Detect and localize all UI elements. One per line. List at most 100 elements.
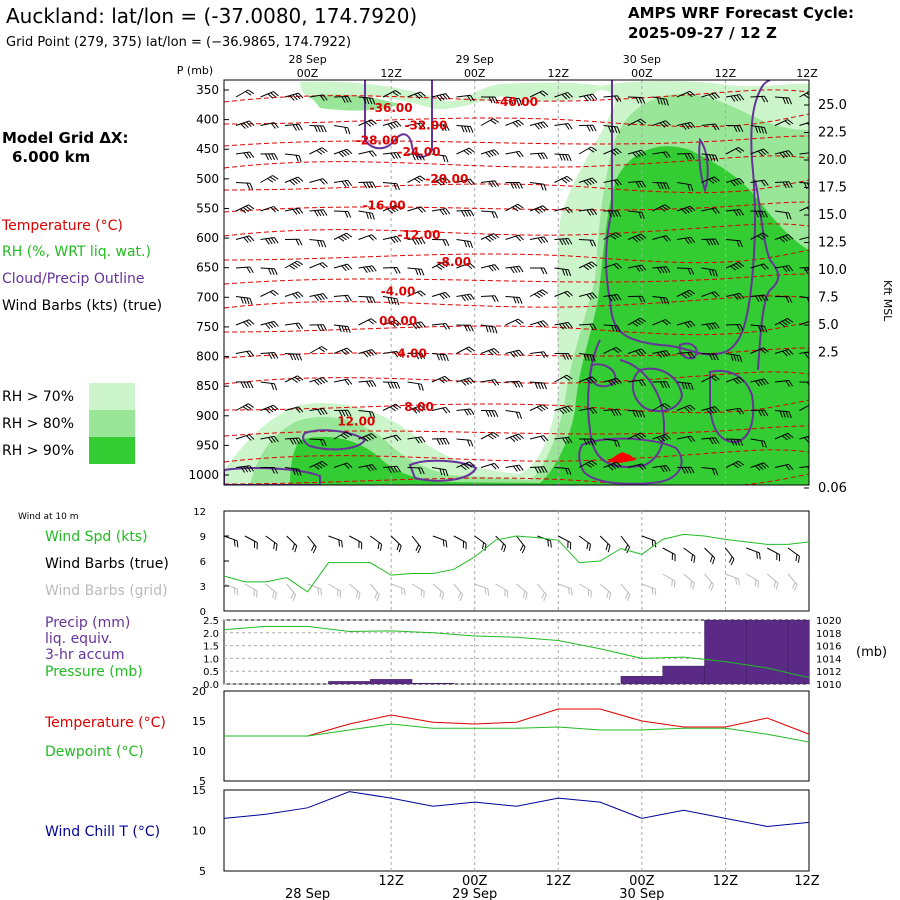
wind-barb [774, 463, 794, 471]
barb-feather [515, 319, 522, 325]
barb-feather [240, 208, 247, 214]
barb-feather [569, 542, 572, 550]
wind-barb [750, 347, 769, 354]
barb-feather [321, 346, 328, 351]
barb-feather [785, 265, 791, 272]
barb-feather [813, 235, 817, 242]
wind-barb [382, 182, 400, 191]
barb-staff [382, 403, 396, 411]
barb-staff [480, 324, 495, 328]
barb-feather [568, 238, 573, 245]
barb-staff [652, 120, 666, 126]
pressure-axis-label: P (mb) [177, 64, 213, 77]
barb-staff [529, 289, 543, 297]
barb-feather [246, 236, 252, 243]
barb-feather [468, 346, 475, 352]
barb-feather [322, 240, 327, 248]
wind-barb [603, 125, 621, 134]
barb-feather [297, 176, 304, 182]
barb-feather [793, 584, 798, 592]
wind-barb [603, 346, 622, 354]
barb-feather [295, 239, 300, 246]
wind-barb [284, 238, 303, 246]
barb-feather [692, 582, 695, 590]
barb-staff [495, 535, 507, 547]
barb-feather [568, 468, 572, 475]
barb-feather [711, 269, 715, 277]
wind-barb [750, 462, 769, 471]
barb-feather [442, 124, 447, 132]
wind-barb [676, 121, 696, 130]
barb-staff [307, 535, 317, 548]
barb-feather [540, 321, 546, 327]
barb-feather [709, 154, 713, 162]
barb-feather [787, 318, 794, 323]
barb-feather [295, 323, 301, 330]
wind-barb [382, 235, 402, 244]
barb-feather [662, 151, 668, 159]
wind-barb [505, 150, 524, 158]
barb-feather [684, 382, 688, 390]
barb-feather [460, 465, 467, 471]
barb-feather [810, 435, 815, 442]
sounding-grid [390, 80, 726, 485]
barb-feather [445, 407, 451, 413]
barb-feather [464, 409, 469, 416]
barb-feather [651, 587, 654, 595]
barb-staff [701, 207, 716, 212]
barb-staff [676, 320, 691, 326]
barb-feather [559, 238, 564, 246]
barb-feather [612, 233, 619, 239]
barb-feather [712, 238, 717, 246]
barb-feather [249, 235, 255, 242]
barb-feather [813, 152, 817, 158]
barb-feather [662, 435, 669, 441]
wind-barb [774, 432, 794, 441]
temperature-label: -40.00 [495, 95, 538, 109]
barb-feather [730, 354, 734, 361]
barb-feather [812, 204, 817, 211]
barb-feather [316, 379, 323, 385]
sounding-frame [223, 79, 810, 486]
wind-barb [627, 410, 646, 418]
barb-feather [711, 376, 717, 382]
barb-staff [235, 204, 249, 212]
barb-feather [665, 235, 671, 241]
bottom-tick-label: 12Z [378, 874, 404, 889]
barb-feather [662, 350, 668, 357]
barb-feather [534, 123, 540, 130]
wind-barb [382, 152, 401, 160]
wind-barb [382, 350, 402, 358]
wind-barb [750, 210, 768, 218]
barb-staff [627, 210, 642, 213]
barb-feather [651, 539, 654, 547]
barb-feather [736, 94, 742, 101]
barb-feather [417, 291, 424, 297]
barb-feather [763, 441, 767, 448]
wind-barb [627, 180, 646, 188]
barb-feather [467, 210, 472, 217]
barb-staff [407, 405, 421, 411]
barb-feather [270, 122, 276, 129]
barb-feather [249, 350, 255, 357]
barb-feather [436, 180, 442, 186]
barb-staff [358, 464, 373, 468]
top-tick-label: 12Z [380, 67, 402, 80]
barb-staff [676, 289, 690, 297]
barb-feather [785, 181, 790, 189]
wind-barb [407, 237, 426, 245]
wind-barb [480, 348, 500, 356]
true-wind-barb [766, 547, 781, 562]
barb-feather [442, 208, 448, 215]
wind-barb [529, 121, 549, 130]
barb-feather [245, 320, 252, 326]
barb-staff [407, 381, 422, 385]
barb-staff [578, 208, 593, 212]
barb-staff [382, 434, 397, 440]
wind-barb [480, 118, 500, 126]
barb-feather [810, 320, 815, 327]
barb-feather [536, 292, 543, 297]
wind-barb [235, 204, 255, 214]
barb-feather [423, 590, 425, 598]
